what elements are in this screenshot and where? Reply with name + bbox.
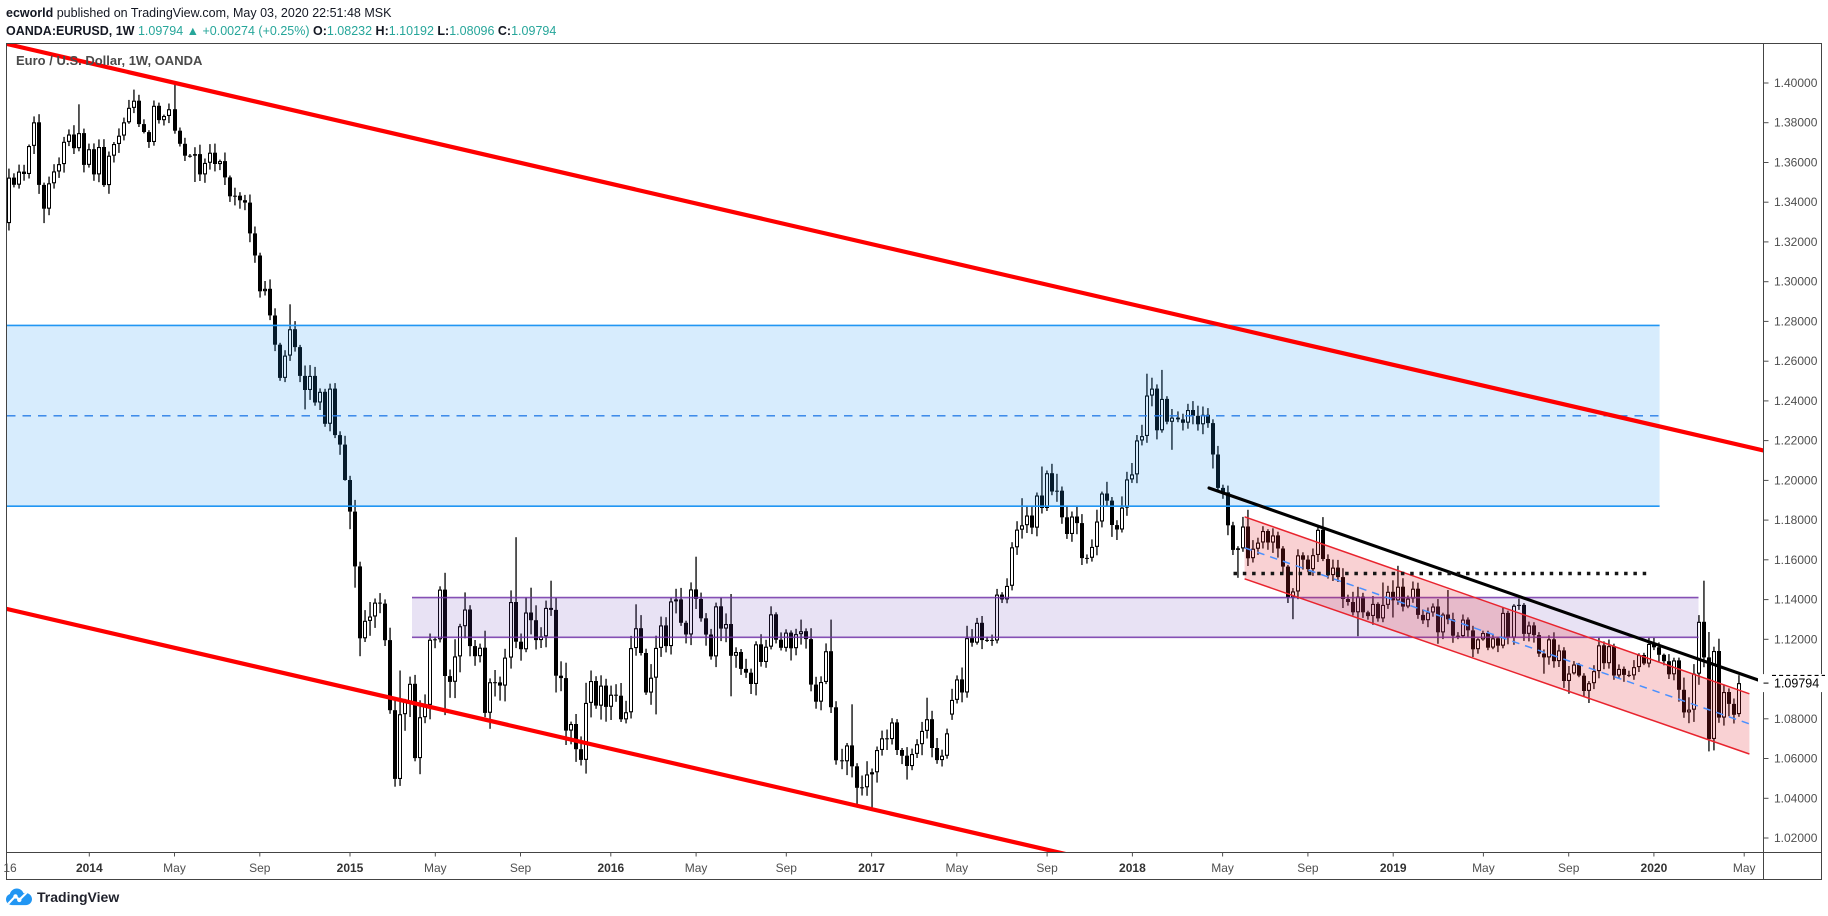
svg-text:TradingView: TradingView: [37, 889, 119, 905]
svg-text:ecworld published on TradingVi: ecworld published on TradingView.com, Ma…: [6, 6, 392, 20]
svg-text:1.16000: 1.16000: [1774, 553, 1818, 567]
svg-text:1.08000: 1.08000: [1774, 712, 1818, 726]
svg-text:May: May: [1211, 861, 1234, 875]
svg-text:1.34000: 1.34000: [1774, 195, 1818, 209]
svg-text:1.02000: 1.02000: [1774, 831, 1818, 845]
svg-text:Sep: Sep: [249, 861, 271, 875]
svg-text:1.38000: 1.38000: [1774, 116, 1818, 130]
svg-text:2017: 2017: [858, 861, 885, 875]
svg-text:2020: 2020: [1641, 861, 1668, 875]
svg-text:May: May: [424, 861, 447, 875]
svg-text:Sep: Sep: [1036, 861, 1058, 875]
svg-text:Sep: Sep: [776, 861, 798, 875]
svg-text:1.26000: 1.26000: [1774, 354, 1818, 368]
svg-text:Sep: Sep: [1558, 861, 1580, 875]
svg-text:1.14000: 1.14000: [1774, 593, 1818, 607]
svg-text:1.22000: 1.22000: [1774, 434, 1818, 448]
svg-text:1.32000: 1.32000: [1774, 235, 1818, 249]
svg-text:1.24000: 1.24000: [1774, 394, 1818, 408]
svg-text:1.36000: 1.36000: [1774, 156, 1818, 170]
svg-text:May: May: [163, 861, 186, 875]
svg-text:1.06000: 1.06000: [1774, 752, 1818, 766]
svg-text:2014: 2014: [76, 861, 103, 875]
svg-text:1.12000: 1.12000: [1774, 632, 1818, 646]
svg-text:1.18000: 1.18000: [1774, 513, 1818, 527]
svg-text:Sep: Sep: [510, 861, 532, 875]
svg-text:Euro / U.S. Dollar, 1W, OANDA: Euro / U.S. Dollar, 1W, OANDA: [16, 53, 203, 68]
svg-text:1.28000: 1.28000: [1774, 314, 1818, 328]
svg-text:Sep: Sep: [1297, 861, 1319, 875]
svg-text:2016: 2016: [597, 861, 624, 875]
svg-text:May: May: [1472, 861, 1495, 875]
svg-text:1.20000: 1.20000: [1774, 473, 1818, 487]
svg-text:2015: 2015: [337, 861, 364, 875]
svg-text:1.04000: 1.04000: [1774, 791, 1818, 805]
svg-text:May: May: [945, 861, 968, 875]
svg-text:16: 16: [3, 861, 17, 875]
svg-text:1.40000: 1.40000: [1774, 76, 1818, 90]
svg-text:OANDA:EURUSD, 1W 1.09794 ▲ +0: OANDA:EURUSD, 1W 1.09794 ▲ +0.00274 (+0.…: [6, 24, 556, 38]
svg-text:May: May: [685, 861, 708, 875]
svg-text:1.30000: 1.30000: [1774, 275, 1818, 289]
svg-text:2019: 2019: [1380, 861, 1407, 875]
svg-text:1.09794: 1.09794: [1774, 677, 1819, 691]
svg-text:2018: 2018: [1119, 861, 1146, 875]
svg-text:May: May: [1733, 861, 1756, 875]
